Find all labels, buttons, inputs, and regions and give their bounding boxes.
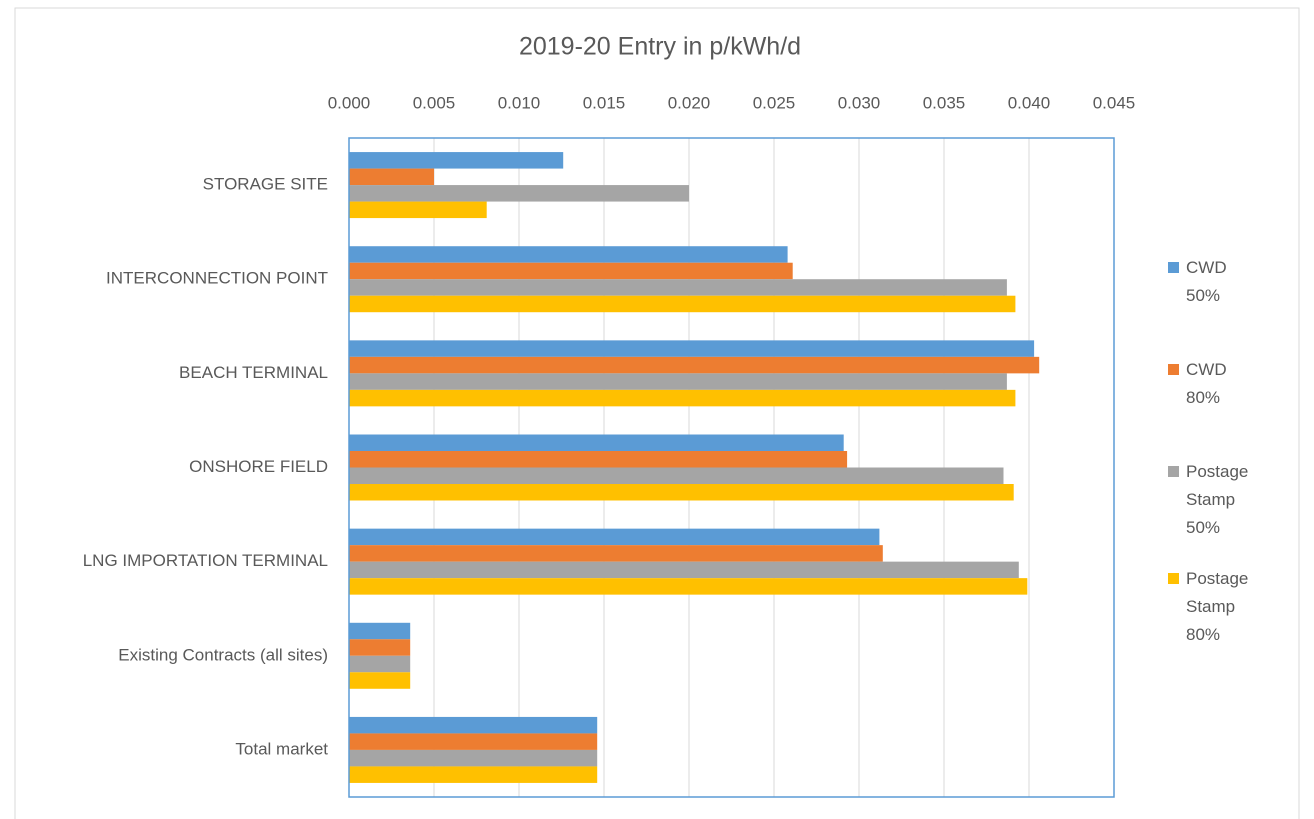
bar bbox=[349, 168, 434, 186]
bar bbox=[349, 578, 1028, 595]
x-tick-label: 0.005 bbox=[413, 93, 456, 112]
bar bbox=[349, 262, 793, 280]
x-tick-label: 0.000 bbox=[328, 93, 371, 112]
legend-swatch bbox=[1168, 262, 1179, 273]
bar bbox=[349, 356, 1040, 374]
y-tick-label: LNG IMPORTATION TERMINAL bbox=[83, 551, 328, 570]
x-tick-label: 0.035 bbox=[923, 93, 966, 112]
legend-label: Postage Stamp 80% bbox=[1186, 569, 1249, 644]
legend-swatch bbox=[1168, 573, 1179, 584]
bar bbox=[349, 451, 848, 468]
legend-label: CWD 50% bbox=[1186, 258, 1227, 305]
bar bbox=[349, 484, 1014, 501]
bar bbox=[349, 152, 564, 169]
legend-swatch bbox=[1168, 364, 1179, 375]
y-tick-label: INTERCONNECTION POINT bbox=[106, 269, 328, 288]
legend-item: CWD 80% bbox=[1168, 356, 1234, 412]
legend-swatch bbox=[1168, 466, 1179, 477]
legend-label: Postage Stamp 50% bbox=[1186, 462, 1249, 537]
bar bbox=[349, 340, 1035, 357]
bar bbox=[349, 434, 844, 451]
bar bbox=[349, 373, 1007, 390]
bar bbox=[349, 766, 598, 783]
legend-item: Postage Stamp 50% bbox=[1168, 458, 1249, 542]
bar bbox=[349, 655, 411, 673]
bar bbox=[349, 185, 689, 202]
x-tick-label: 0.045 bbox=[1093, 93, 1136, 112]
x-tick-label: 0.025 bbox=[753, 93, 796, 112]
chart-title: 2019-20 Entry in p/kWh/d bbox=[519, 33, 801, 61]
bar bbox=[349, 749, 598, 767]
x-tick-label: 0.040 bbox=[1008, 93, 1051, 112]
bar bbox=[349, 528, 880, 546]
plot-border bbox=[348, 137, 1115, 798]
bar bbox=[349, 716, 598, 734]
bar bbox=[349, 389, 1016, 407]
bar bbox=[349, 733, 598, 750]
x-tick-label: 0.015 bbox=[583, 93, 626, 112]
legend-item: CWD 50% bbox=[1168, 254, 1234, 310]
y-tick-label: Total market bbox=[235, 739, 328, 758]
y-tick-label: BEACH TERMINAL bbox=[179, 363, 328, 382]
bar bbox=[349, 246, 788, 263]
chart-border bbox=[14, 7, 1300, 819]
x-tick-label: 0.010 bbox=[498, 93, 541, 112]
bar bbox=[349, 545, 883, 562]
y-tick-label: STORAGE SITE bbox=[203, 175, 328, 194]
legend-label: CWD 80% bbox=[1186, 360, 1227, 407]
y-tick-label: Existing Contracts (all sites) bbox=[118, 645, 328, 664]
bar bbox=[349, 201, 487, 219]
bar bbox=[349, 561, 1019, 579]
bar bbox=[349, 672, 411, 689]
legend-item: Postage Stamp 80% bbox=[1168, 565, 1249, 649]
bar bbox=[349, 279, 1007, 296]
bar bbox=[349, 622, 411, 640]
x-tick-label: 0.030 bbox=[838, 93, 881, 112]
bar bbox=[349, 295, 1016, 313]
y-tick-label: ONSHORE FIELD bbox=[189, 457, 328, 476]
x-tick-label: 0.020 bbox=[668, 93, 711, 112]
bar bbox=[349, 467, 1004, 484]
bar bbox=[349, 639, 411, 656]
